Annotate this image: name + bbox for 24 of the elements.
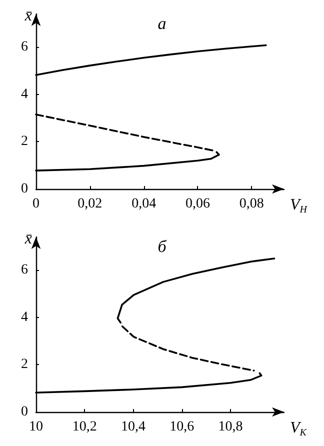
y-tick-label: 4	[21, 310, 28, 325]
x-tick-label: 10,4	[121, 420, 146, 434]
y-tick-label: 2	[21, 357, 28, 372]
line-series	[116, 258, 276, 324]
y-tick-label: 6	[21, 40, 28, 55]
x-tick-label: 0	[32, 196, 40, 212]
y-axis-title: x̄	[24, 230, 32, 248]
x-tick-label: 0,08	[239, 196, 264, 212]
x-tick-label: 0,04	[132, 196, 156, 212]
y-tick-label: 2	[21, 134, 28, 150]
y-tick-label: 6	[21, 262, 28, 278]
line-series	[121, 325, 255, 372]
x-tick-label: 0,02	[78, 196, 102, 212]
y-tick-label: 0	[21, 404, 28, 420]
x-tick-label: 10	[29, 420, 43, 434]
x-tick-label: 10,8	[218, 420, 243, 434]
x-tick-label: 10,2	[72, 420, 97, 434]
y-axis-title: x̄	[24, 8, 32, 24]
y-tick-label: 4	[21, 86, 28, 102]
chart-title: б	[158, 237, 167, 256]
x-tick-label: 0,06	[185, 196, 210, 212]
y-tick-label: 0	[21, 182, 28, 196]
chart-title: а	[158, 14, 166, 33]
x-tick-label: 10,6	[170, 420, 194, 434]
